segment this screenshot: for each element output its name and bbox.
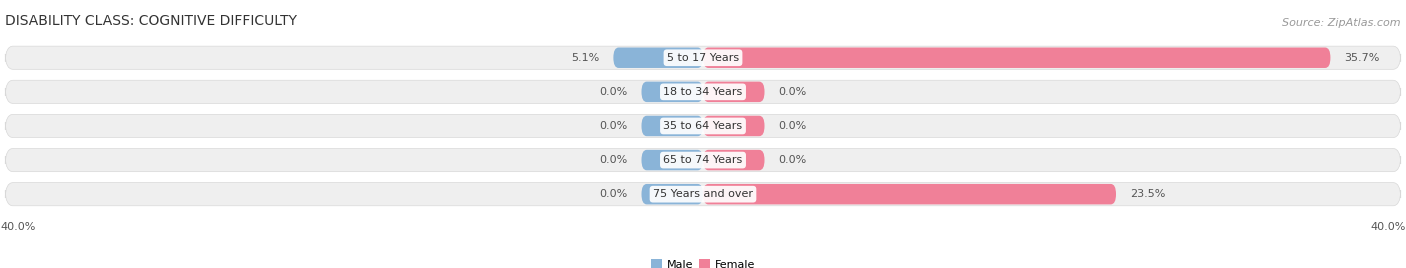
FancyBboxPatch shape	[703, 82, 765, 102]
FancyBboxPatch shape	[6, 148, 1400, 172]
Text: 0.0%: 0.0%	[779, 87, 807, 97]
FancyBboxPatch shape	[6, 114, 1400, 137]
FancyBboxPatch shape	[641, 184, 703, 204]
FancyBboxPatch shape	[703, 150, 765, 170]
Text: DISABILITY CLASS: COGNITIVE DIFFICULTY: DISABILITY CLASS: COGNITIVE DIFFICULTY	[6, 14, 297, 28]
Text: 0.0%: 0.0%	[599, 87, 627, 97]
Text: 0.0%: 0.0%	[779, 121, 807, 131]
Text: 23.5%: 23.5%	[1130, 189, 1166, 199]
Text: 18 to 34 Years: 18 to 34 Years	[664, 87, 742, 97]
Text: 75 Years and over: 75 Years and over	[652, 189, 754, 199]
FancyBboxPatch shape	[6, 183, 1400, 206]
Legend: Male, Female: Male, Female	[647, 255, 759, 268]
FancyBboxPatch shape	[641, 116, 703, 136]
FancyBboxPatch shape	[6, 46, 1400, 69]
Text: 40.0%: 40.0%	[1371, 222, 1406, 232]
Text: Source: ZipAtlas.com: Source: ZipAtlas.com	[1282, 18, 1400, 28]
FancyBboxPatch shape	[6, 80, 1400, 103]
Text: 0.0%: 0.0%	[599, 121, 627, 131]
FancyBboxPatch shape	[703, 116, 765, 136]
Text: 35 to 64 Years: 35 to 64 Years	[664, 121, 742, 131]
Text: 40.0%: 40.0%	[0, 222, 35, 232]
Text: 65 to 74 Years: 65 to 74 Years	[664, 155, 742, 165]
FancyBboxPatch shape	[613, 47, 703, 68]
FancyBboxPatch shape	[703, 184, 1116, 204]
Text: 5 to 17 Years: 5 to 17 Years	[666, 53, 740, 63]
Text: 35.7%: 35.7%	[1344, 53, 1379, 63]
FancyBboxPatch shape	[641, 150, 703, 170]
Text: 0.0%: 0.0%	[599, 155, 627, 165]
Text: 0.0%: 0.0%	[599, 189, 627, 199]
Text: 0.0%: 0.0%	[779, 155, 807, 165]
FancyBboxPatch shape	[703, 47, 1330, 68]
FancyBboxPatch shape	[641, 82, 703, 102]
Text: 5.1%: 5.1%	[571, 53, 599, 63]
